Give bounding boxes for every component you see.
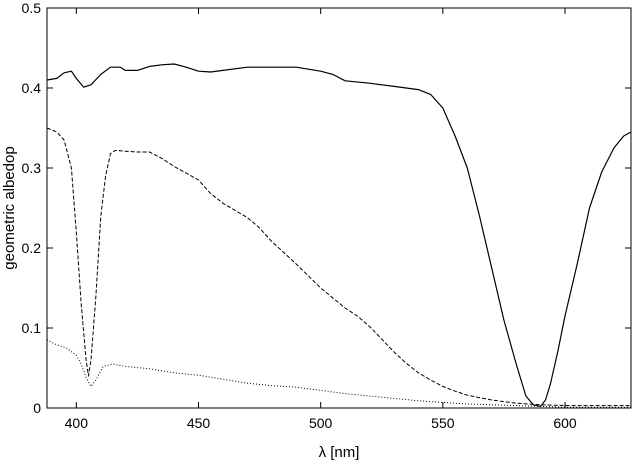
x-tick-label: 550 bbox=[431, 415, 455, 431]
series-layer bbox=[46, 63, 632, 408]
labels-layer: λ [nm] geometric albedop bbox=[1, 146, 359, 460]
x-tick-label: 450 bbox=[187, 415, 211, 431]
series-line-dotted bbox=[46, 339, 631, 408]
axes-layer: 400 450 500 550 600 0 0.1 0.2 0.3 0.4 0.5 bbox=[22, 0, 632, 431]
series-line-dashed bbox=[46, 127, 631, 407]
y-tick-label: 0.2 bbox=[22, 240, 42, 256]
y-tick-label: 0.5 bbox=[22, 0, 42, 16]
y-axis-title: geometric albedop bbox=[1, 146, 18, 269]
x-tick-label: 400 bbox=[65, 415, 89, 431]
plot-frame bbox=[46, 7, 632, 409]
x-axis-title: λ [nm] bbox=[319, 444, 360, 460]
x-tick-label: 600 bbox=[553, 415, 577, 431]
series-line-solid bbox=[46, 63, 632, 407]
y-tick-label: 0.3 bbox=[22, 160, 42, 176]
y-tick-label: 0 bbox=[33, 400, 41, 416]
y-tick-label: 0.4 bbox=[22, 80, 42, 96]
y-tick-label: 0.1 bbox=[22, 320, 42, 336]
x-tick-label: 500 bbox=[309, 415, 333, 431]
